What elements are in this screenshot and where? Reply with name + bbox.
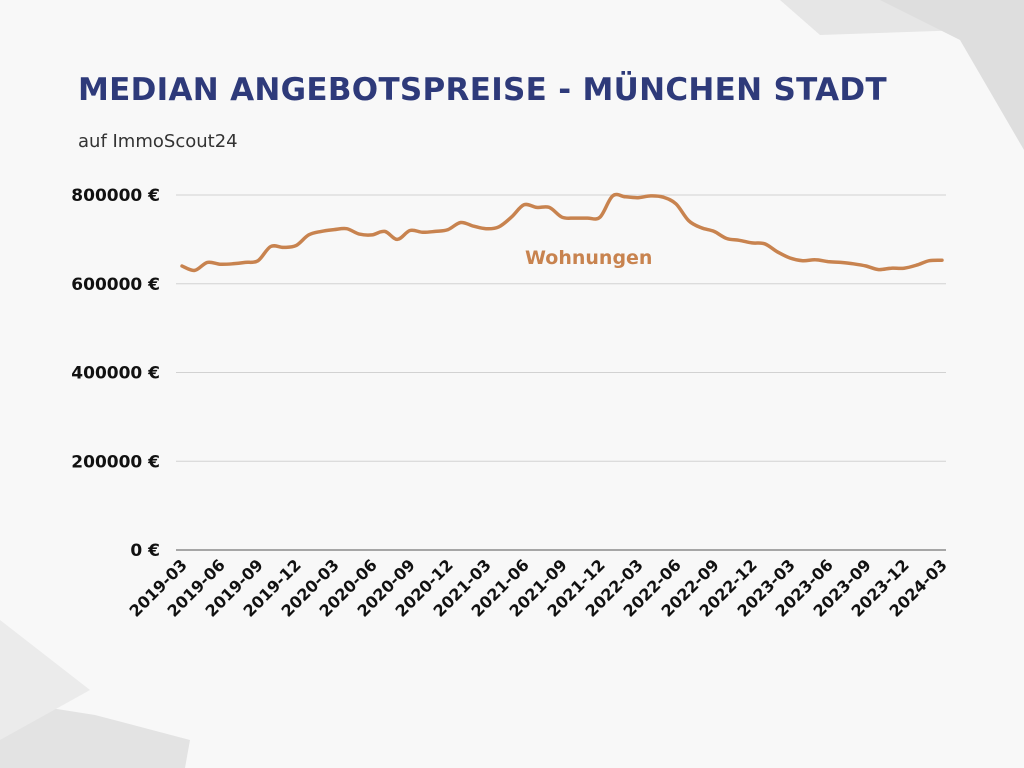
y-axis: 0 € 200000 € 400000 € 600000 € 800000 €	[71, 186, 160, 561]
background-shape-top-right	[880, 0, 1024, 150]
y-tick-label: 400000 €	[71, 364, 160, 384]
chart-subtitle: auf ImmoScout24	[78, 131, 238, 152]
background-shape-bottom-left-light	[0, 620, 90, 740]
series-label: Wohnungen	[525, 247, 652, 269]
y-tick-label: 800000 €	[71, 186, 160, 206]
series-line-wohnungen	[180, 192, 944, 273]
grid-lines	[176, 194, 946, 551]
plot-area: Wohnungen	[180, 192, 944, 273]
y-tick-label: 600000 €	[71, 275, 160, 295]
chart-title: MEDIAN ANGEBOTSPREISE - MÜNCHEN STADT	[78, 72, 887, 108]
y-tick-label: 0 €	[130, 541, 160, 561]
x-axis: 2019-032019-062019-092019-122020-032020-…	[125, 555, 950, 620]
background-shape-bottom-left	[0, 700, 190, 768]
y-tick-label: 200000 €	[71, 452, 160, 472]
